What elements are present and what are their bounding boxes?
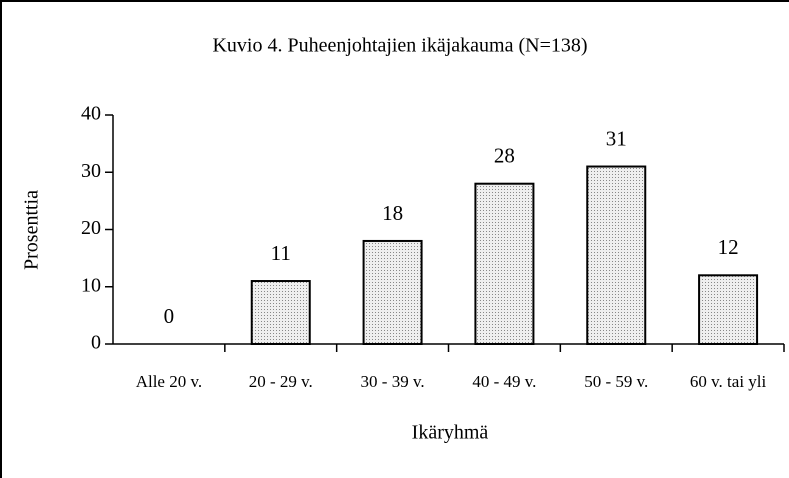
- data-label: 0: [164, 304, 175, 328]
- bar: [474, 182, 535, 345]
- x-tick-label: 60 v. tai yli: [689, 372, 767, 391]
- y-tick-label: 20: [81, 217, 101, 239]
- x-tick-label: Alle 20 v.: [135, 372, 203, 391]
- data-label: 18: [382, 201, 403, 225]
- bar: [586, 165, 647, 345]
- y-tick-label: 40: [81, 103, 101, 125]
- x-tick-label: 30 - 39 v.: [360, 372, 425, 391]
- bar: [250, 280, 311, 345]
- x-tick-label: 50 - 59 v.: [584, 372, 649, 391]
- bar: [698, 274, 759, 345]
- x-axis-label: Ikäryhmä: [412, 422, 489, 444]
- data-label: 11: [271, 241, 291, 265]
- y-tick-label: 0: [91, 332, 101, 354]
- data-label: 12: [718, 235, 739, 259]
- data-label: 31: [606, 126, 627, 150]
- x-tick-label: 40 - 49 v.: [472, 372, 537, 391]
- bar: [362, 239, 423, 345]
- y-tick-label: 10: [81, 274, 101, 296]
- data-label: 28: [494, 144, 515, 168]
- y-axis-label: Prosenttia: [21, 190, 43, 270]
- x-tick-label: 20 - 29 v.: [248, 372, 313, 391]
- chart-title: Kuvio 4. Puheenjohtajien ikäjakauma (N=1…: [212, 35, 587, 57]
- y-tick-label: 30: [81, 160, 101, 182]
